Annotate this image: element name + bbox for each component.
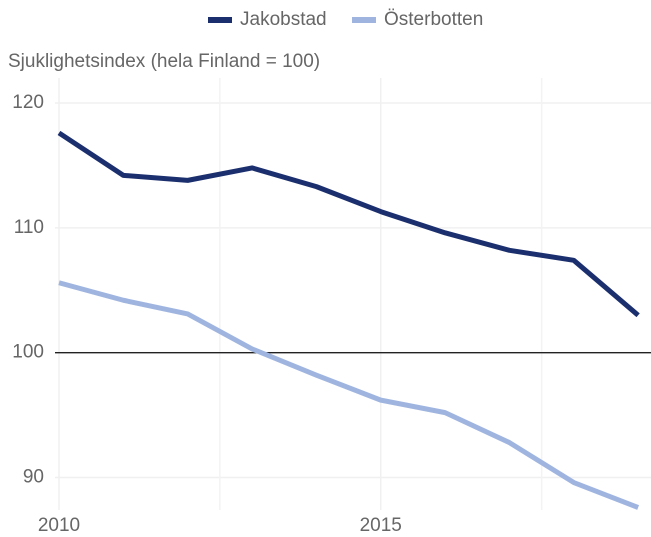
y-tick-label: 110 (14, 217, 44, 238)
y-tick-label: 120 (12, 92, 44, 113)
x-tick-label: 2010 (38, 515, 80, 536)
x-tick-label: 2015 (360, 515, 402, 536)
data-line (57, 130, 640, 318)
legend-label: Österbotten (384, 9, 483, 30)
legend-label: Jakobstad (240, 9, 327, 30)
y-tick-label: 90 (23, 467, 44, 488)
y-axis-label: Sjuklighetsindex (hela Finland = 100) (8, 51, 320, 72)
y-tick-label: 100 (12, 342, 44, 363)
data-line (58, 280, 640, 510)
